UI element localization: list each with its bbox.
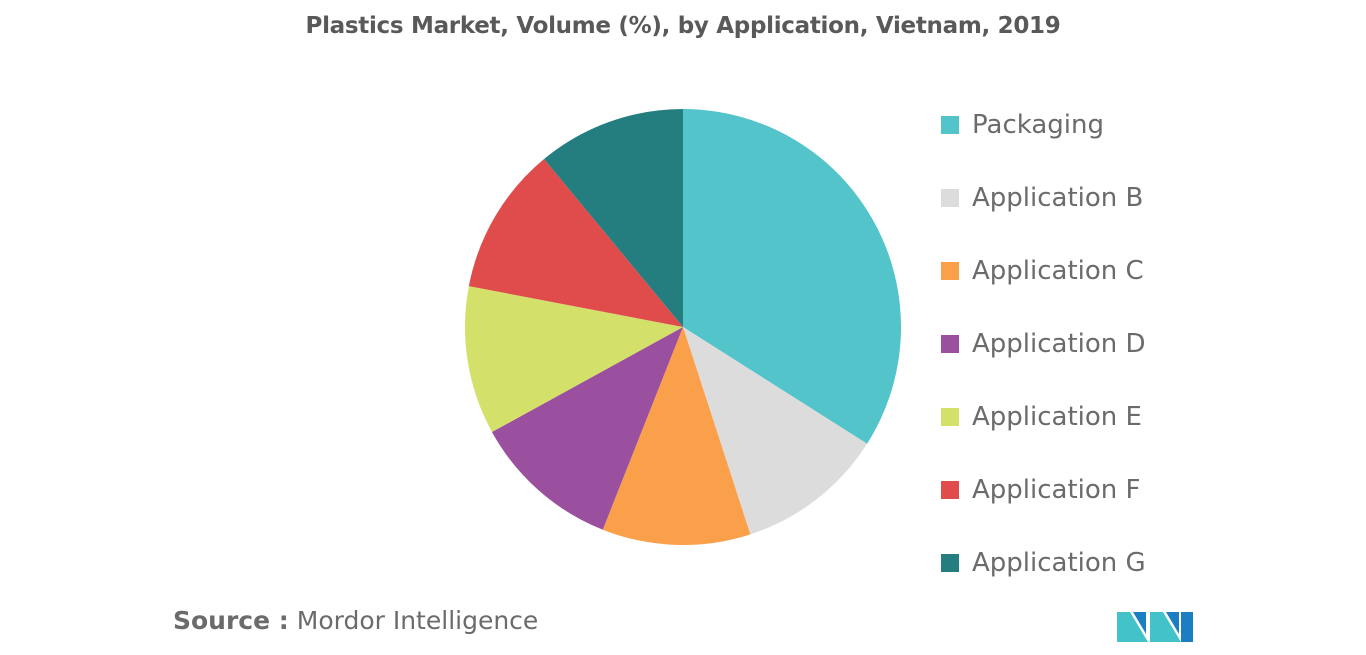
legend-label: Application F	[972, 474, 1141, 505]
legend-swatch	[941, 188, 959, 207]
legend-swatch	[941, 115, 959, 134]
legend-label: Application G	[972, 547, 1146, 578]
legend-swatch	[941, 553, 959, 572]
pie-slice-packaging	[683, 109, 901, 444]
source-note: Source : Mordor Intelligence	[173, 606, 538, 635]
legend-item-application-c: Application C	[941, 234, 1146, 307]
source-value: Mordor Intelligence	[296, 606, 539, 635]
pie-slice-application-e	[465, 286, 683, 433]
legend-item-application-e: Application E	[941, 380, 1146, 453]
legend-swatch	[941, 334, 959, 353]
legend-item-application-b: Application B	[941, 161, 1146, 234]
legend-item-application-g: Application G	[941, 526, 1146, 599]
legend-label: Application E	[972, 401, 1142, 432]
mordor-intelligence-logo-icon	[1117, 612, 1193, 642]
pie-slice-application-c	[602, 327, 751, 545]
legend-item-application-d: Application D	[941, 307, 1146, 380]
legend-item-packaging: Packaging	[941, 88, 1146, 161]
legend-swatch	[941, 480, 959, 499]
legend-swatch	[941, 407, 959, 426]
pie-slice-application-g	[544, 109, 683, 327]
chart-title: Plastics Market, Volume (%), by Applicat…	[305, 13, 1061, 39]
legend-label: Application D	[972, 328, 1146, 359]
pie-slice-application-d	[491, 327, 683, 530]
legend: Packaging Application B Application C Appli…	[941, 88, 1146, 599]
legend-label: Packaging	[972, 109, 1104, 140]
pie-slice-application-b	[683, 327, 868, 535]
legend-label: Application C	[972, 255, 1144, 286]
legend-label: Application B	[972, 182, 1144, 213]
pie-slice-application-f	[468, 159, 683, 327]
legend-swatch	[941, 261, 959, 280]
source-key: Source :	[173, 606, 289, 635]
legend-item-application-f: Application F	[941, 453, 1146, 526]
